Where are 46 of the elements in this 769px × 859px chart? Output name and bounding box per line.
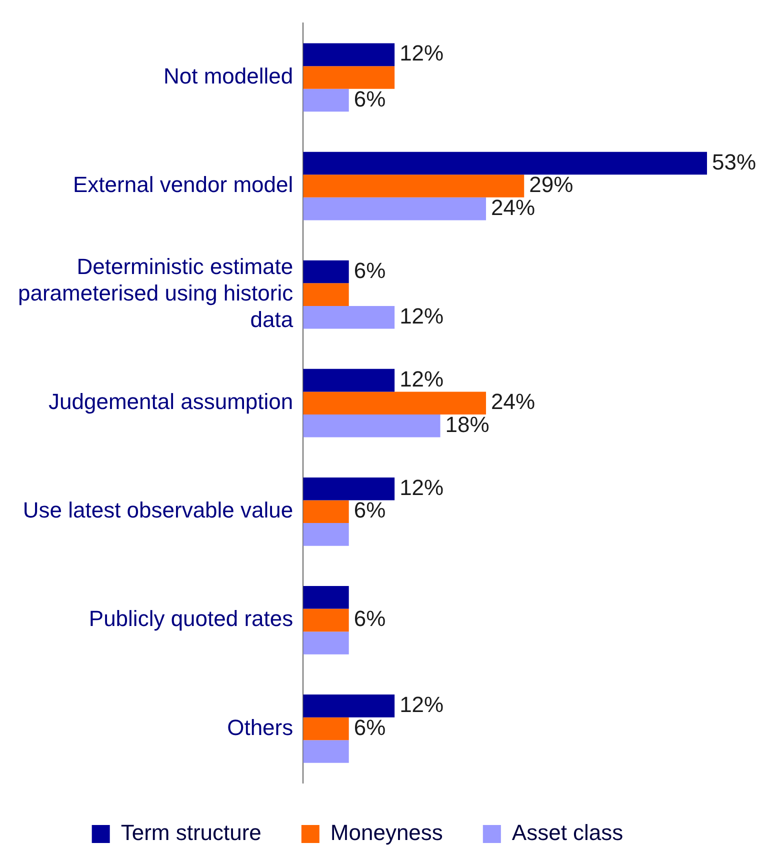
data-label: 53% <box>712 149 756 174</box>
y-tick-label: Deterministic estimate parameterised using historic data <box>18 254 294 332</box>
bar <box>303 66 395 89</box>
bar <box>303 740 349 763</box>
data-label: 12% <box>400 474 444 500</box>
bar <box>303 260 349 284</box>
legend-label: Term structure <box>120 820 262 846</box>
data-label: 24% <box>491 389 536 414</box>
legend-label: Moneyness <box>330 820 443 846</box>
bar <box>303 88 349 112</box>
bar <box>303 197 486 220</box>
bar <box>303 306 395 329</box>
bar <box>303 500 349 524</box>
data-label: 12% <box>400 303 444 328</box>
data-label: 6% <box>354 86 386 112</box>
y-tick-label: Others <box>227 714 294 740</box>
data-label: 24% <box>491 194 536 220</box>
y-tick-label: Publicly quoted rates <box>88 606 294 632</box>
data-label: 6% <box>354 714 386 740</box>
data-label: 6% <box>354 258 386 283</box>
bar <box>303 632 349 654</box>
bar <box>303 174 524 198</box>
bar <box>303 694 395 718</box>
bar <box>303 586 349 609</box>
bar <box>303 152 707 175</box>
bar <box>303 392 486 414</box>
bar <box>303 477 395 500</box>
data-label: 6% <box>354 498 386 523</box>
y-tick-label: External vendor model <box>73 172 294 198</box>
data-label: 12% <box>400 692 444 717</box>
data-label: 29% <box>529 172 574 198</box>
y-tick-label: Judgemental assumption <box>48 389 294 414</box>
bar <box>303 43 395 66</box>
y-tick-label: Not modelled <box>163 64 294 89</box>
data-label: 18% <box>445 412 490 437</box>
bar <box>303 523 349 546</box>
bar <box>303 608 349 632</box>
bar <box>303 283 349 306</box>
bar <box>303 717 349 740</box>
y-tick-label: Use latest observable value <box>22 498 294 523</box>
bar <box>303 368 395 392</box>
data-label: 6% <box>354 606 386 632</box>
legend-label: Asset class <box>512 820 624 846</box>
data-label: 12% <box>400 40 444 66</box>
bar <box>303 414 440 438</box>
data-label: 12% <box>400 366 444 392</box>
